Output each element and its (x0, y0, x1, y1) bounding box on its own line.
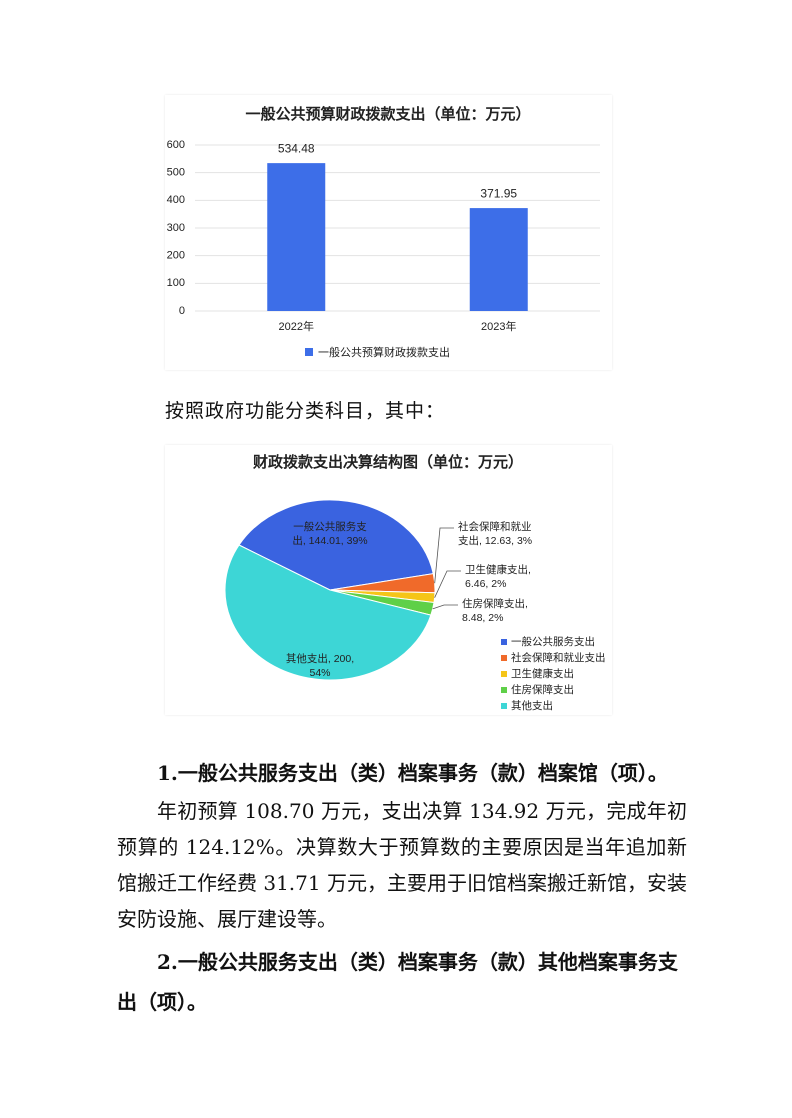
bar (267, 163, 326, 311)
intro: 按照政府功能分类科目，其中： (165, 400, 446, 422)
chart-title: 一般公共预算财政拨款支出（单位：万元） (245, 105, 530, 123)
legend-label: 其他支出 (511, 699, 553, 712)
legend-label: 住房保障支出 (511, 683, 574, 696)
y-tick-label: 500 (167, 167, 185, 179)
paragraph: 年初预算 108.70 万元，支出决算 134.92 万元，完成年初预算的 12… (117, 799, 687, 931)
y-tick-label: 400 (167, 194, 185, 206)
bar (469, 208, 528, 311)
legend-label: 一般公共预算财政拨款支出 (318, 345, 450, 359)
y-tick-label: 300 (167, 222, 185, 234)
legend-swatch (501, 703, 507, 709)
data-label: 卫生健康支出, 6.46, 2% (465, 564, 531, 590)
x-tick-label: 2022年 (279, 319, 314, 333)
pie-chart: 财政拨款支出决算结构图（单位：万元） 一般公共服务支出 社会保障和就业支出 卫生健康… (165, 445, 612, 715)
leader-line (432, 604, 458, 610)
data-label: 其他支出, 200, 54% (285, 653, 355, 679)
pie-slice (238, 499, 434, 591)
bar-chart: 一般公共预算财政拨款支出（单位：万元） 0 100 200 300 400 500 600 2… (165, 95, 612, 370)
y-tick-label: 200 (167, 250, 185, 262)
leader-line (434, 527, 454, 584)
data-label: 社会保障和就业 支出, 12.63, 3% (458, 521, 533, 547)
y-tick-label: 0 (179, 305, 185, 317)
section-heading: 2.一般公共服务支出（类）档案事务（款）其他档案事务支出（项）。 (117, 950, 678, 1014)
y-tick-label: 600 (167, 139, 185, 151)
legend-swatch (501, 687, 507, 693)
x-tick-label: 2023年 (481, 319, 516, 333)
legend-swatch (305, 348, 313, 356)
data-label: 371.95 (480, 186, 517, 200)
chart-title: 财政拨款支出决算结构图（单位：万元） (253, 453, 523, 471)
data-label: 一般公共服务支 出, 144.01, 39% (292, 521, 368, 547)
legend-swatch (501, 671, 507, 677)
leader-line (434, 570, 461, 598)
legend-swatch (501, 639, 507, 645)
legend-label: 社会保障和就业支出 (511, 651, 606, 664)
legend-swatch (501, 655, 507, 661)
pie-chart-svg: 财政拨款支出决算结构图（单位：万元） 一般公共服务支出社会保障和就业支出卫生健康… (224, 453, 606, 712)
data-label: 534.48 (278, 141, 315, 155)
legend-label: 一般公共服务支出 (511, 635, 595, 648)
section-heading: 1.一般公共服务支出（类）档案事务（款）档案馆（项）。 (157, 761, 668, 785)
bar-chart-svg: 一般公共预算财政拨款支出（单位：万元） 0 100 200 300 400 500 600 2… (167, 105, 600, 359)
data-label: 住房保障支出, 8.48, 2% (462, 598, 528, 624)
legend-label: 卫生健康支出 (511, 667, 574, 680)
pie-slice (224, 544, 432, 681)
y-tick-label: 100 (167, 277, 185, 289)
